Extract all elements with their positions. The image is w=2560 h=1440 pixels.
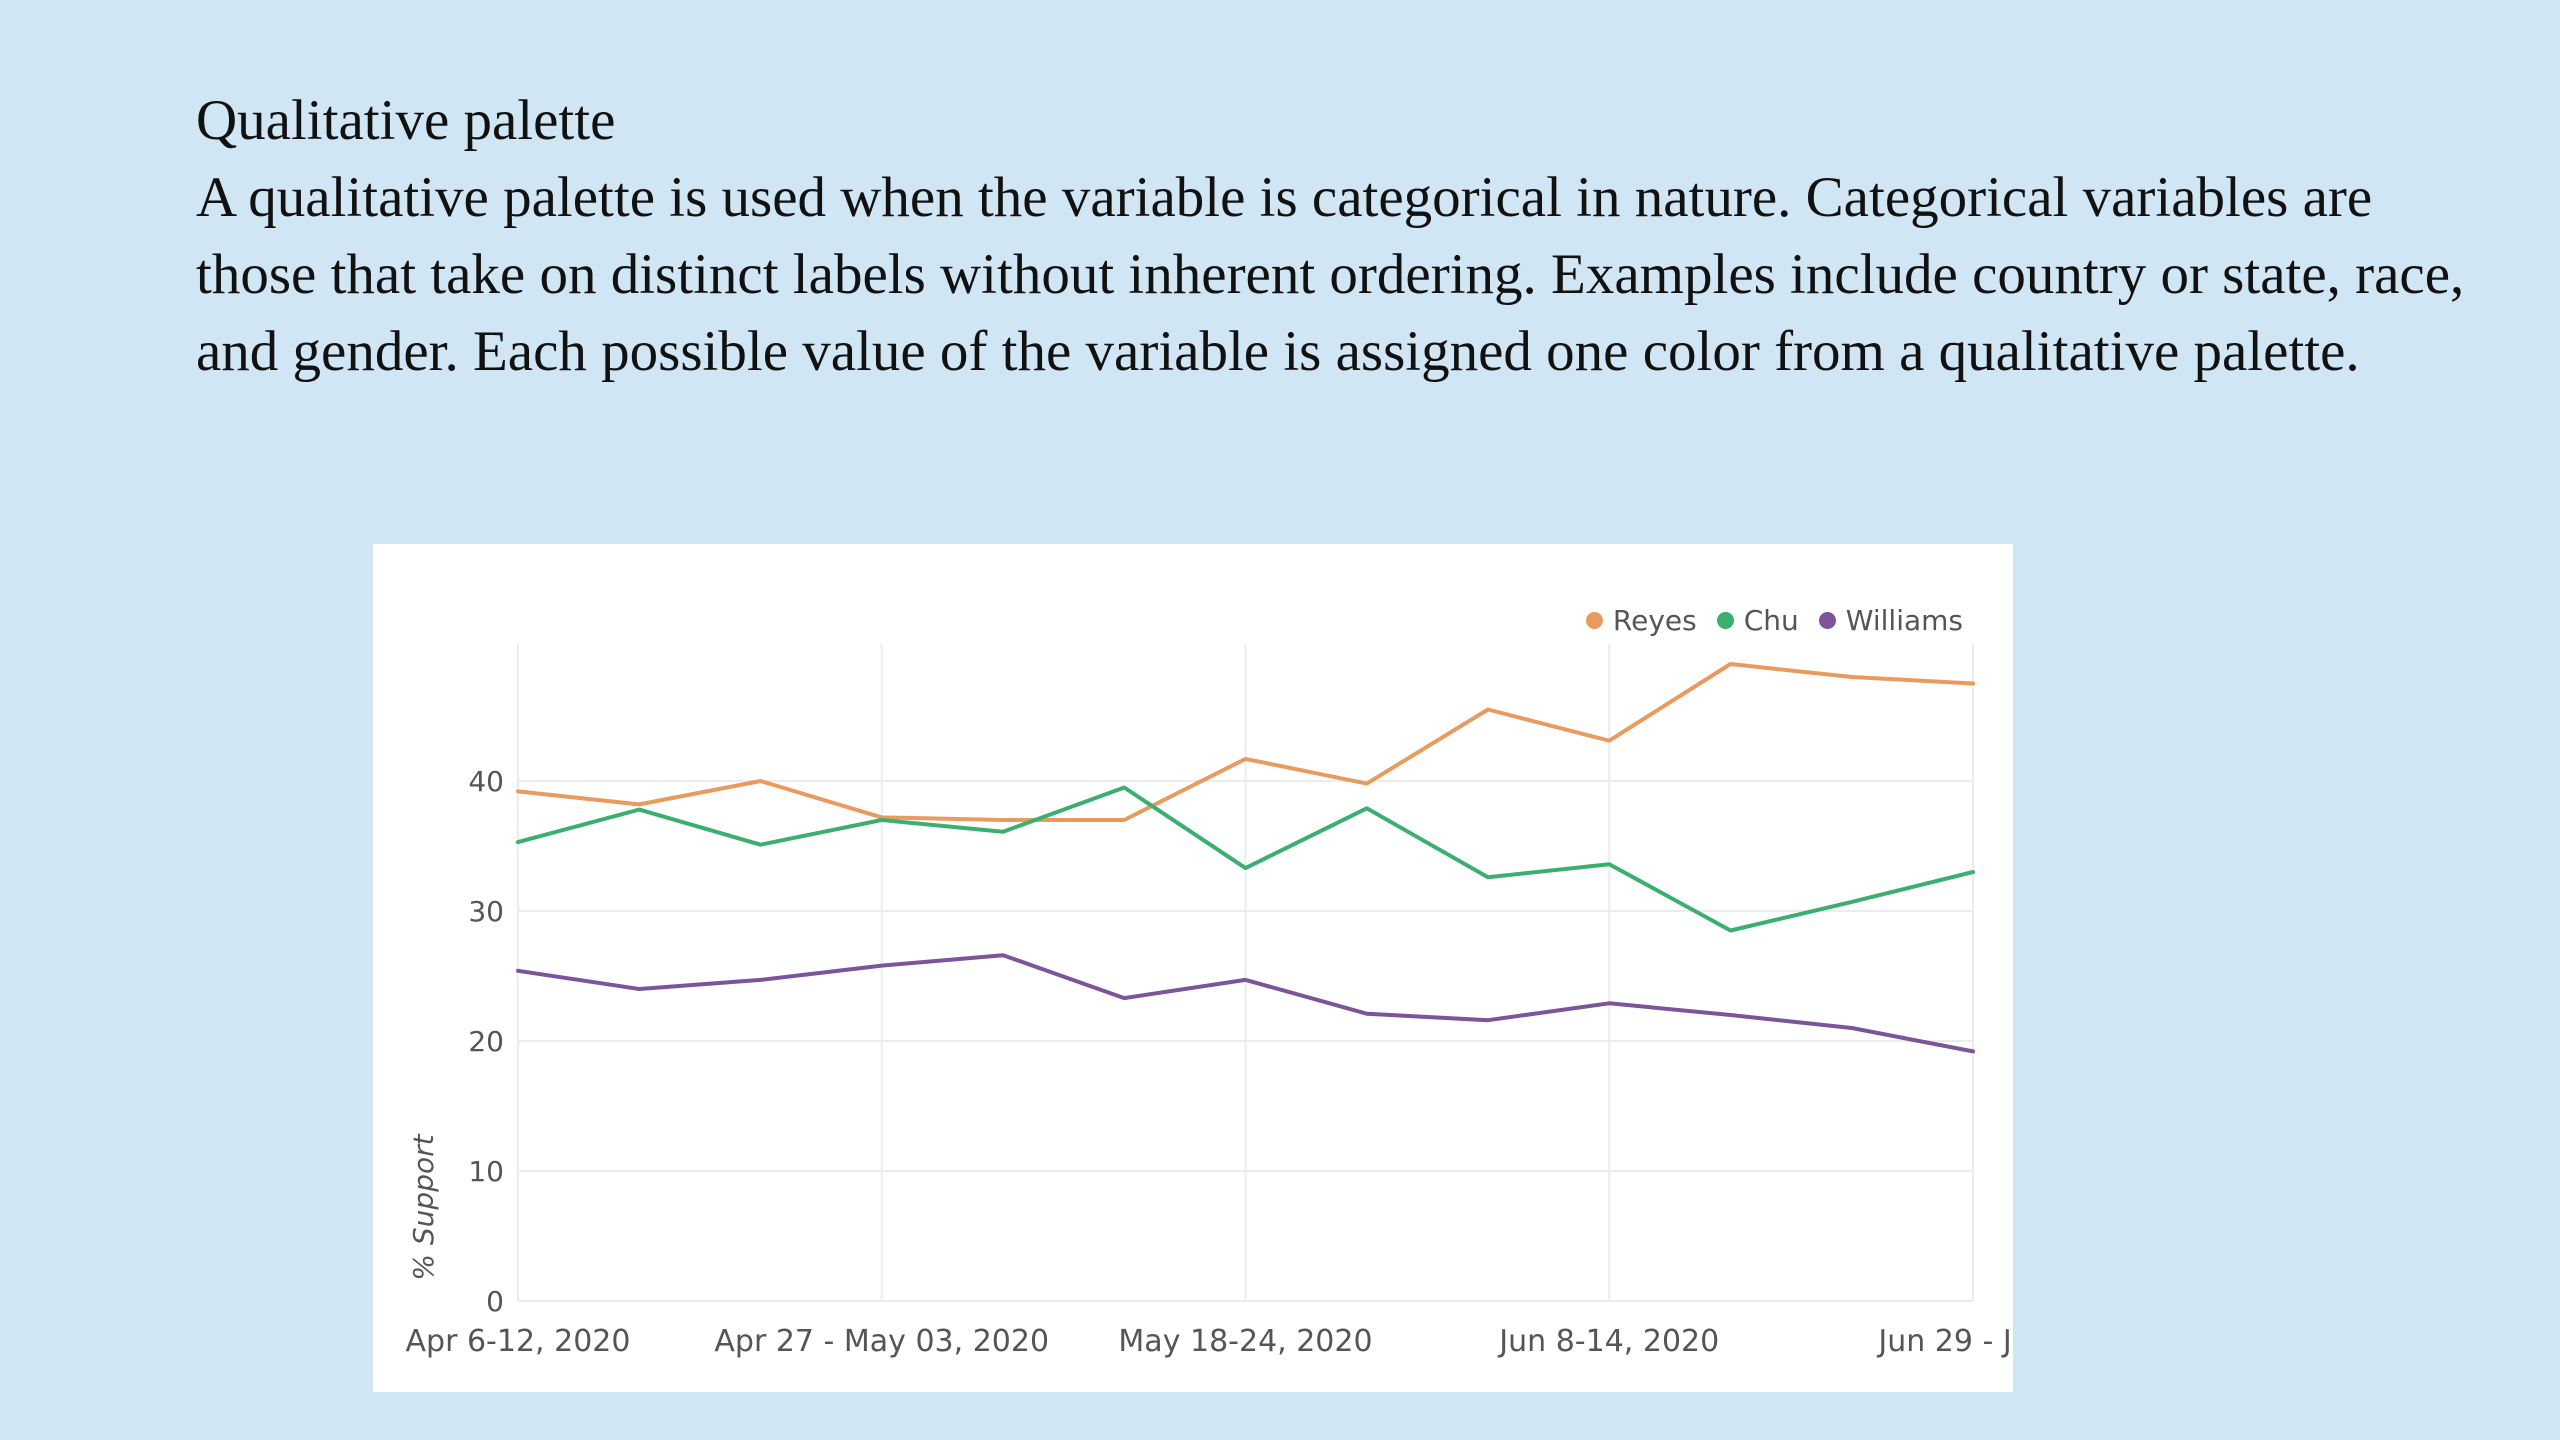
series-line-chu <box>516 785 1975 933</box>
x-tick-label: Apr 27 - May 03, 2020 <box>714 1324 1049 1359</box>
legend-label: Reyes <box>1612 604 1697 637</box>
legend-label: Williams <box>1845 604 1963 637</box>
legend-item-chu: Chu <box>1716 604 1799 637</box>
x-tick-label: May 18-24, 2020 <box>1118 1324 1372 1359</box>
legend-swatch <box>1716 612 1734 629</box>
y-axis-label: % Support <box>407 1133 440 1280</box>
legend-label: Chu <box>1743 604 1799 637</box>
y-tick-label: 0 <box>486 1285 504 1318</box>
slide-text: Qualitative palette A qualitative palett… <box>196 82 2496 390</box>
x-tick-label: Jun 29 - Jul 0 <box>1876 1324 2013 1359</box>
chart-legend: Reyes Chu Williams <box>1585 604 1963 637</box>
series-line-williams <box>516 953 1975 1054</box>
x-tick-label: Jun 8-14, 2020 <box>1497 1324 1719 1359</box>
y-tick-label: 30 <box>468 895 504 928</box>
y-tick-label: 10 <box>468 1155 504 1188</box>
line-chart-card: Reyes Chu Williams 0 10 20 30 40 Apr 6-12, 2020… <box>373 544 2013 1392</box>
legend-item-williams: Williams <box>1818 604 1963 637</box>
line-chart: 0 10 20 30 40 Apr 6-12, 2020 Apr 27 - May 03, … <box>406 644 2013 1359</box>
x-tick-label: Apr 6-12, 2020 <box>406 1324 631 1359</box>
slide-body: A qualitative palette is used when the v… <box>196 166 2465 383</box>
slide-title: Qualitative palette <box>196 89 616 152</box>
series-line-reyes <box>516 662 1975 822</box>
legend-item-reyes: Reyes <box>1585 604 1697 637</box>
legend-swatch <box>1818 612 1836 629</box>
y-tick-label: 20 <box>468 1025 504 1058</box>
y-tick-label: 40 <box>468 765 504 798</box>
legend-swatch <box>1585 612 1603 629</box>
